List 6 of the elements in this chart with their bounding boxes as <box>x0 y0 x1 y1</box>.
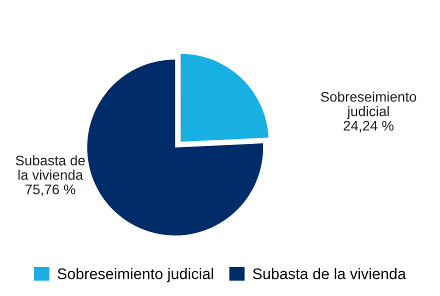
legend-label: Sobreseimiento judicial <box>58 268 214 282</box>
slice-label: Sobreseimiento judicial <box>320 92 416 119</box>
data-label: 24,24 % <box>344 120 394 132</box>
slice-label: Subasta de la vivienda <box>16 155 85 180</box>
data-label: 75,76 % <box>26 184 76 196</box>
legend-label: Subasta de la vivienda <box>252 268 406 280</box>
